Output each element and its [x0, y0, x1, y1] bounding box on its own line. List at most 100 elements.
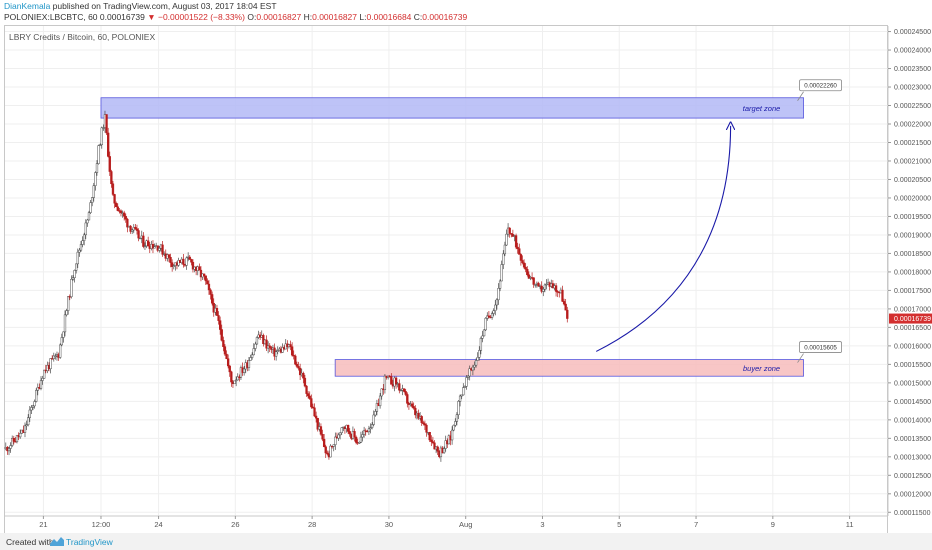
candle-up	[338, 432, 342, 436]
candle-up	[11, 437, 14, 446]
candle-up	[481, 335, 484, 339]
candle-up	[505, 233, 508, 246]
candle-down	[425, 424, 428, 433]
candle-down	[319, 426, 323, 435]
candle-up	[450, 429, 454, 441]
candle-down	[204, 275, 207, 282]
candle-down	[554, 285, 558, 292]
projection-arrow[interactable]	[595, 126, 730, 352]
candle-up	[465, 377, 468, 387]
buyer-zone-rect[interactable]	[334, 359, 804, 377]
candle-up	[63, 314, 67, 333]
symbol-text: POLONIEX:LBCBTC, 60 0.00016739	[4, 12, 145, 22]
candle-down	[322, 438, 326, 447]
candle-down	[566, 309, 569, 319]
candle-up	[75, 263, 78, 271]
candle-up	[444, 440, 447, 449]
chart-title: LBRY Credits / Bitcoin, 60, POLONIEX	[9, 32, 155, 42]
candle-up	[361, 434, 364, 438]
candle-down	[262, 335, 265, 345]
candle-up	[542, 288, 545, 292]
candle-down	[223, 346, 227, 355]
open-label: O:	[247, 12, 257, 22]
tradingview-link[interactable]: TradingView	[66, 537, 113, 547]
candle-down	[217, 315, 220, 321]
candle-down	[314, 415, 318, 419]
candle-down	[119, 210, 123, 214]
target-zone-rect[interactable]	[100, 97, 804, 119]
candle-down	[191, 261, 195, 270]
candle-up	[52, 355, 55, 359]
candle-up	[81, 240, 84, 245]
callout-line	[797, 91, 804, 101]
publish-line: DianKemala published on TradingView.com,…	[4, 1, 277, 12]
y-tick-label: 0.00014500	[894, 399, 931, 406]
y-tick-label: 0.00017000	[894, 306, 931, 313]
candle-up	[139, 237, 142, 240]
y-tick-label: 0.00020000	[894, 195, 931, 202]
candle-down	[422, 422, 425, 425]
candle-down	[182, 258, 185, 265]
x-tick-label: 12:00	[92, 520, 111, 529]
candle-down	[516, 246, 519, 249]
target-zone-callout-box	[799, 79, 842, 92]
candle-down	[524, 266, 527, 270]
candle-up	[94, 172, 97, 186]
candle-up	[452, 424, 455, 431]
author-link[interactable]: DianKemala	[4, 1, 51, 11]
close-value: 0.00016739	[422, 12, 468, 22]
candle-down	[134, 227, 137, 230]
y-tick-label: 0.00023000	[894, 85, 931, 92]
candle-down	[265, 339, 268, 349]
candle-down	[107, 132, 110, 157]
candle-up	[78, 249, 81, 253]
candle-up	[62, 331, 65, 338]
candle-up	[35, 390, 38, 402]
candle-down	[305, 385, 308, 394]
candle-up	[70, 279, 73, 297]
candle-down	[228, 365, 231, 373]
x-tick-label: 11	[846, 520, 854, 529]
candle-up	[25, 424, 28, 427]
candle-down	[519, 254, 523, 261]
candle-up	[383, 375, 387, 391]
y-tick-label: 0.00021500	[894, 140, 931, 147]
candle-down	[326, 452, 329, 455]
candle-down	[394, 377, 398, 385]
candle-up	[15, 434, 19, 442]
x-tick-label: 7	[694, 520, 698, 529]
candle-down	[398, 383, 401, 391]
candle-up	[91, 197, 94, 203]
x-tick-label: Aug	[459, 520, 472, 529]
candle-down	[147, 240, 150, 247]
candle-down	[188, 256, 191, 260]
candle-down	[508, 227, 511, 234]
candle-up	[380, 388, 383, 397]
candle-up	[236, 376, 239, 381]
candle-down	[268, 345, 271, 348]
candle-down	[316, 417, 319, 430]
candle-down	[324, 446, 327, 454]
candle-up	[131, 229, 134, 232]
candle-up	[60, 337, 63, 346]
candle-up	[99, 144, 102, 146]
candle-down	[433, 442, 436, 450]
candle-down	[219, 320, 222, 330]
candle-up	[457, 401, 460, 416]
candle-down	[348, 431, 351, 435]
candle-up	[28, 409, 31, 418]
target-zone-callout-value: 0.00022260	[804, 83, 837, 90]
candle-up	[329, 445, 332, 458]
candle-up	[545, 283, 548, 286]
candle-up	[500, 264, 503, 282]
candle-down	[412, 406, 415, 409]
symbol-line: POLONIEX:LBCBTC, 60 0.00016739 ▼ −0.0000…	[4, 12, 467, 23]
candle-up	[67, 296, 70, 311]
candle-up	[482, 329, 486, 337]
zones-layer: target zone 0.00022260 buyer zone 0.0001560…	[100, 79, 842, 377]
candle-up	[59, 344, 62, 358]
candle-up	[65, 310, 68, 316]
candle-up	[249, 357, 252, 361]
x-tick-label: 5	[617, 520, 621, 529]
